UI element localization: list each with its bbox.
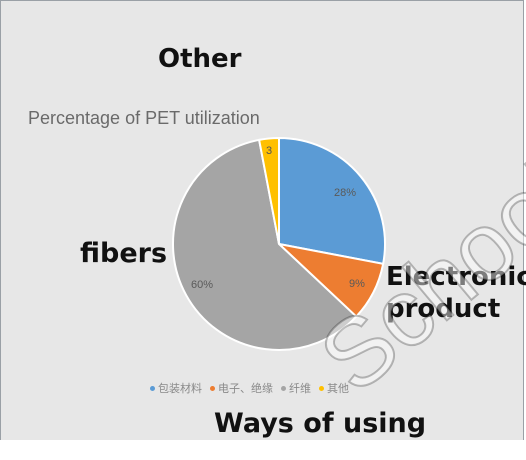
legend-label: 电子、绝缘	[218, 380, 273, 396]
legend-swatch	[319, 386, 324, 391]
legend-swatch	[150, 386, 155, 391]
legend-item: 电子、绝缘	[210, 380, 273, 396]
ways-of-using-annotation: Ways of using	[214, 408, 426, 439]
legend-label: 包装材料	[158, 380, 202, 396]
legend-label: 其他	[327, 380, 349, 396]
pie-slice	[279, 138, 385, 264]
legend-item: 其他	[319, 380, 349, 396]
legend-item: 包装材料	[150, 380, 202, 396]
slice-data-label: 28%	[334, 187, 356, 199]
legend-item: 纤维	[281, 380, 311, 396]
electronic-annotation-line2: product	[386, 294, 500, 324]
chart-legend: 包装材料 电子、绝缘 纤维 其他	[150, 380, 349, 396]
legend-swatch	[281, 386, 286, 391]
slice-data-label: 3	[266, 145, 272, 157]
legend-swatch	[210, 386, 215, 391]
slice-data-label: 9%	[349, 278, 365, 290]
fibers-annotation: fibers	[80, 238, 167, 269]
legend-label: 纤维	[289, 380, 311, 396]
electronic-annotation-line1: Electronic	[386, 262, 526, 292]
slice-data-label: 60%	[191, 279, 213, 291]
